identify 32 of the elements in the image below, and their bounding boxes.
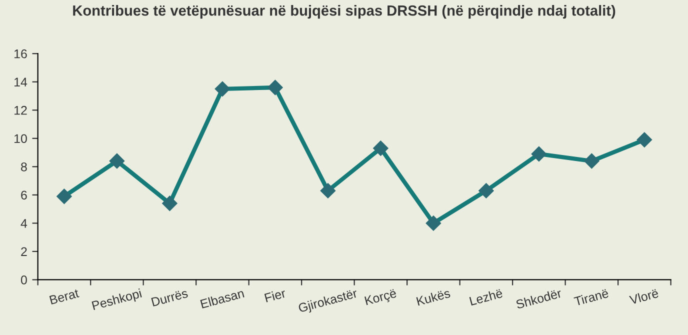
y-tick-label: 6 [21, 190, 27, 200]
y-tick-label: 8 [21, 162, 27, 172]
point [531, 146, 547, 162]
y-tick-label: 16 [14, 49, 27, 58]
y-tick-label: 12 [14, 106, 27, 115]
y-tick-label: 0 [20, 276, 27, 284]
y-tick-label: 2 [21, 247, 27, 256]
x-tick-label: Kukës [416, 288, 451, 306]
x-tick-label: Fier [264, 288, 286, 302]
chart-title: Kontribues të vetëpunësuar në bujqësi sipas DRSSH (në përqindje ndaj totalit) [73, 5, 616, 19]
x-tick-label: Durrës [151, 288, 188, 307]
x-tick-label: Korçë [364, 288, 398, 308]
point [636, 132, 652, 148]
point [214, 81, 230, 96]
point [268, 80, 283, 96]
point [373, 140, 388, 156]
x-tick-label: Vlorë [628, 288, 659, 305]
point [584, 153, 600, 169]
point [320, 183, 336, 198]
x-tick-label: Shkodër [515, 288, 562, 309]
y-tick-label: 4 [20, 219, 28, 228]
y-tick-label: 10 [14, 134, 27, 144]
x-tick-label: Elbasan [200, 288, 244, 308]
x-tick-label: Berat [49, 288, 80, 305]
point [426, 216, 442, 231]
x-tick-label: Tiranë [574, 288, 609, 306]
x-tick-label: Lezhë [469, 288, 503, 306]
point [109, 153, 125, 169]
point [478, 183, 494, 198]
point [56, 188, 72, 204]
point [162, 196, 178, 211]
y-tick-label: 14 [14, 78, 28, 86]
